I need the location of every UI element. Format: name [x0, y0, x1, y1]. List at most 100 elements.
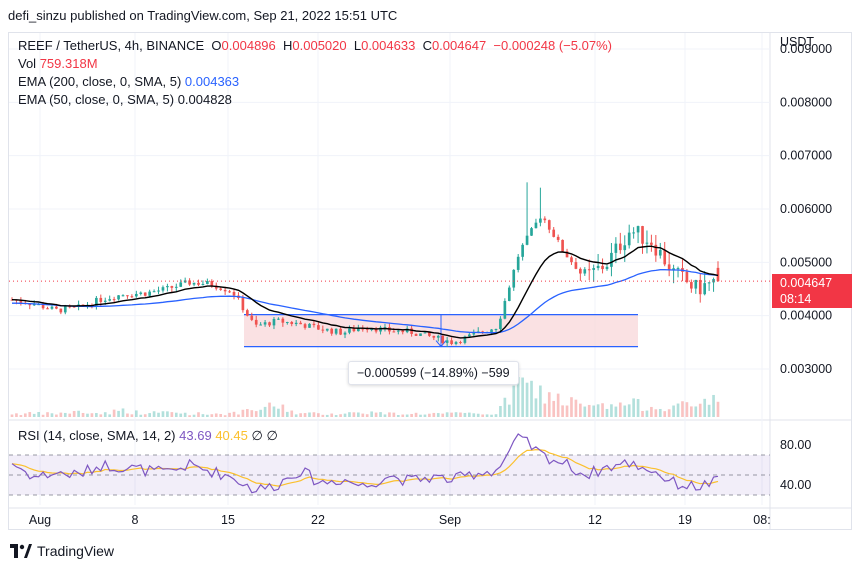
volume-bar [219, 414, 223, 417]
time-tick-label: Sep [439, 513, 461, 527]
volume-bar [658, 408, 662, 417]
candle-body [32, 304, 36, 306]
time-tick-label: Aug [29, 513, 51, 527]
candle-body [450, 340, 453, 345]
volume-bar [37, 411, 40, 417]
open-value: 0.004896 [221, 38, 276, 53]
volume-bar [401, 414, 405, 417]
candle-body [201, 283, 205, 285]
volume-bar [618, 402, 622, 417]
ema200-label[interactable]: EMA (200, close, 0, SMA, 5) [18, 74, 182, 89]
volume-bar [299, 413, 302, 417]
volume-bar [263, 406, 267, 417]
volume-bar [525, 382, 529, 417]
candle-body [698, 279, 702, 295]
volume-bar [445, 412, 449, 417]
open-label: O [211, 38, 222, 53]
candle-body [436, 335, 440, 338]
volume-bar [23, 413, 27, 417]
candle-body [81, 304, 85, 306]
time-tick-label: 12 [588, 513, 602, 527]
volume-bar [507, 404, 511, 417]
candle-body [601, 265, 604, 270]
candle-body [299, 322, 302, 325]
volume-bar [77, 410, 80, 417]
volume-bar [223, 415, 227, 417]
candle-body [192, 282, 196, 285]
volume-bar [19, 415, 23, 417]
volume-bar [703, 398, 707, 417]
volume-bar [667, 409, 671, 417]
volume-bar [481, 414, 484, 417]
symbol-label[interactable]: REEF / TetherUS, 4h, BINANCE [18, 38, 205, 53]
volume-bar [41, 414, 45, 417]
candle-body [641, 226, 644, 244]
candle-body [401, 330, 405, 333]
volume-bar [468, 412, 471, 417]
candle-body [468, 334, 471, 337]
rsi-empty-icon-1: ∅ [251, 428, 263, 443]
volume-bar [174, 412, 178, 417]
volume-bar [121, 408, 125, 417]
volume-bar [454, 412, 458, 417]
volume-bar [103, 412, 107, 417]
volume-bar [552, 400, 556, 417]
candle-body [534, 222, 538, 229]
candle-body [117, 295, 120, 300]
volume-bar [126, 413, 129, 417]
tradingview-brand[interactable]: TradingView [37, 543, 115, 559]
volume-bar [561, 405, 564, 417]
candle-body [179, 282, 183, 287]
volume-bar [592, 405, 596, 417]
volume-bar [396, 415, 400, 417]
price-tick-label: 0.008000 [780, 95, 832, 109]
candle-body [312, 323, 316, 326]
candle-body [574, 262, 578, 269]
candle-body [654, 244, 658, 256]
rsi-ma-line [11, 448, 719, 487]
candle-body [428, 332, 431, 336]
time-tick-label: 15 [221, 513, 235, 527]
ema50-label[interactable]: EMA (50, close, 0, SMA, 5) [18, 92, 175, 107]
volume-bar [232, 411, 236, 417]
candle-body [516, 256, 520, 270]
candle-body [703, 283, 707, 295]
volume-bar [294, 414, 298, 417]
volume-bar [405, 414, 409, 417]
candle-body [272, 318, 276, 326]
candle-body [103, 300, 107, 302]
volume-bar [601, 403, 604, 417]
candle-body [68, 306, 72, 308]
high-value: 0.005020 [292, 38, 347, 53]
candle-body [441, 335, 445, 343]
candle-body [472, 332, 476, 335]
volume-bar [707, 404, 711, 417]
volume-bar [463, 412, 467, 417]
measure-arrow-head [435, 340, 447, 348]
candle-body [405, 328, 409, 333]
volume-bar [565, 405, 569, 417]
price-tick-label: 0.003000 [780, 362, 832, 376]
volume-bar [485, 414, 489, 417]
candle-body [108, 299, 112, 301]
rsi-ma-value: 40.45 [215, 428, 248, 443]
volume-bar [543, 403, 547, 417]
ema50-line [11, 245, 719, 339]
candle-body [206, 280, 209, 284]
volume-bar [370, 411, 373, 417]
candle-body [410, 328, 413, 334]
rsi-label[interactable]: RSI (14, close, SMA, 14, 2) [18, 428, 176, 443]
volume-bar [348, 412, 351, 417]
volume-bar [583, 406, 587, 417]
currency-unit-label[interactable]: USDT [780, 35, 815, 49]
price-tick-label: 0.005000 [780, 255, 832, 269]
rsi-legend: RSI (14, close, SMA, 14, 2) 43.69 40.45 … [18, 428, 278, 444]
volume-bar [303, 413, 307, 417]
measure-tool-label[interactable]: −0.000599 (−14.89%) −599 [348, 361, 519, 385]
volume-bar [330, 413, 334, 417]
candle-body [499, 318, 502, 330]
volume-label[interactable]: Vol [18, 56, 37, 71]
candle-body [694, 279, 698, 289]
candle-body [72, 306, 76, 308]
